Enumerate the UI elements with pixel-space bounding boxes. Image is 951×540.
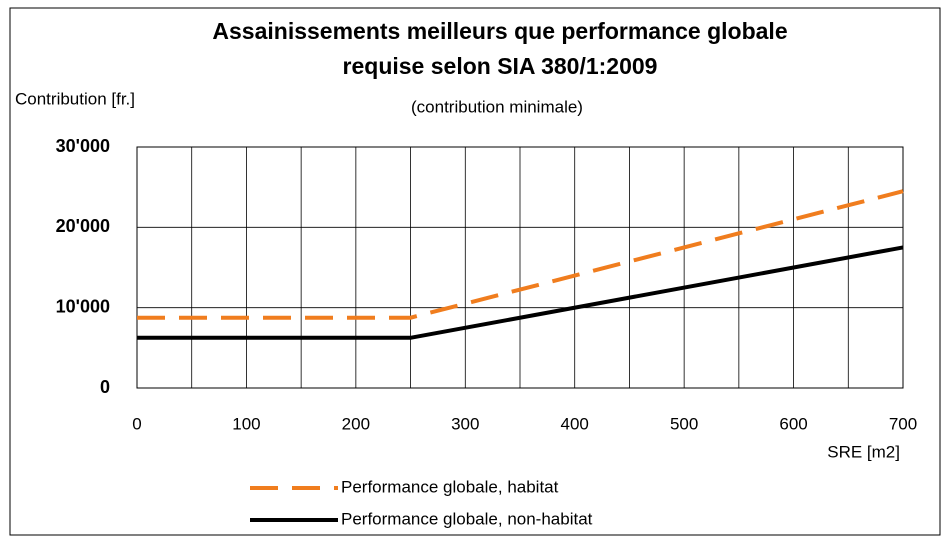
x-tick-label: 600 xyxy=(779,414,807,433)
chart-title: Assainissements meilleurs que performanc… xyxy=(212,18,787,44)
y-tick-label: 20'000 xyxy=(56,216,110,236)
x-tick-label: 0 xyxy=(132,414,141,433)
x-tick-label: 200 xyxy=(342,414,370,433)
chart-title-line2: requise selon SIA 380/1:2009 xyxy=(343,53,658,79)
legend-label: Performance globale, non-habitat xyxy=(341,509,593,528)
x-axis-label: SRE [m2] xyxy=(827,442,900,461)
x-tick-label: 400 xyxy=(561,414,589,433)
series-line xyxy=(137,245,904,340)
y-tick-label: 0 xyxy=(100,377,110,397)
y-tick-label: 30'000 xyxy=(56,136,110,156)
legend-label: Performance globale, habitat xyxy=(341,477,559,496)
x-tick-label: 100 xyxy=(232,414,260,433)
subtitle: (contribution minimale) xyxy=(411,97,583,116)
y-tick-label: 10'000 xyxy=(56,296,110,316)
x-tick-label: 700 xyxy=(889,414,917,433)
y-axis-label: Contribution [fr.] xyxy=(15,89,135,108)
series-line xyxy=(137,189,904,320)
x-tick-label: 500 xyxy=(670,414,698,433)
x-tick-label: 300 xyxy=(451,414,479,433)
